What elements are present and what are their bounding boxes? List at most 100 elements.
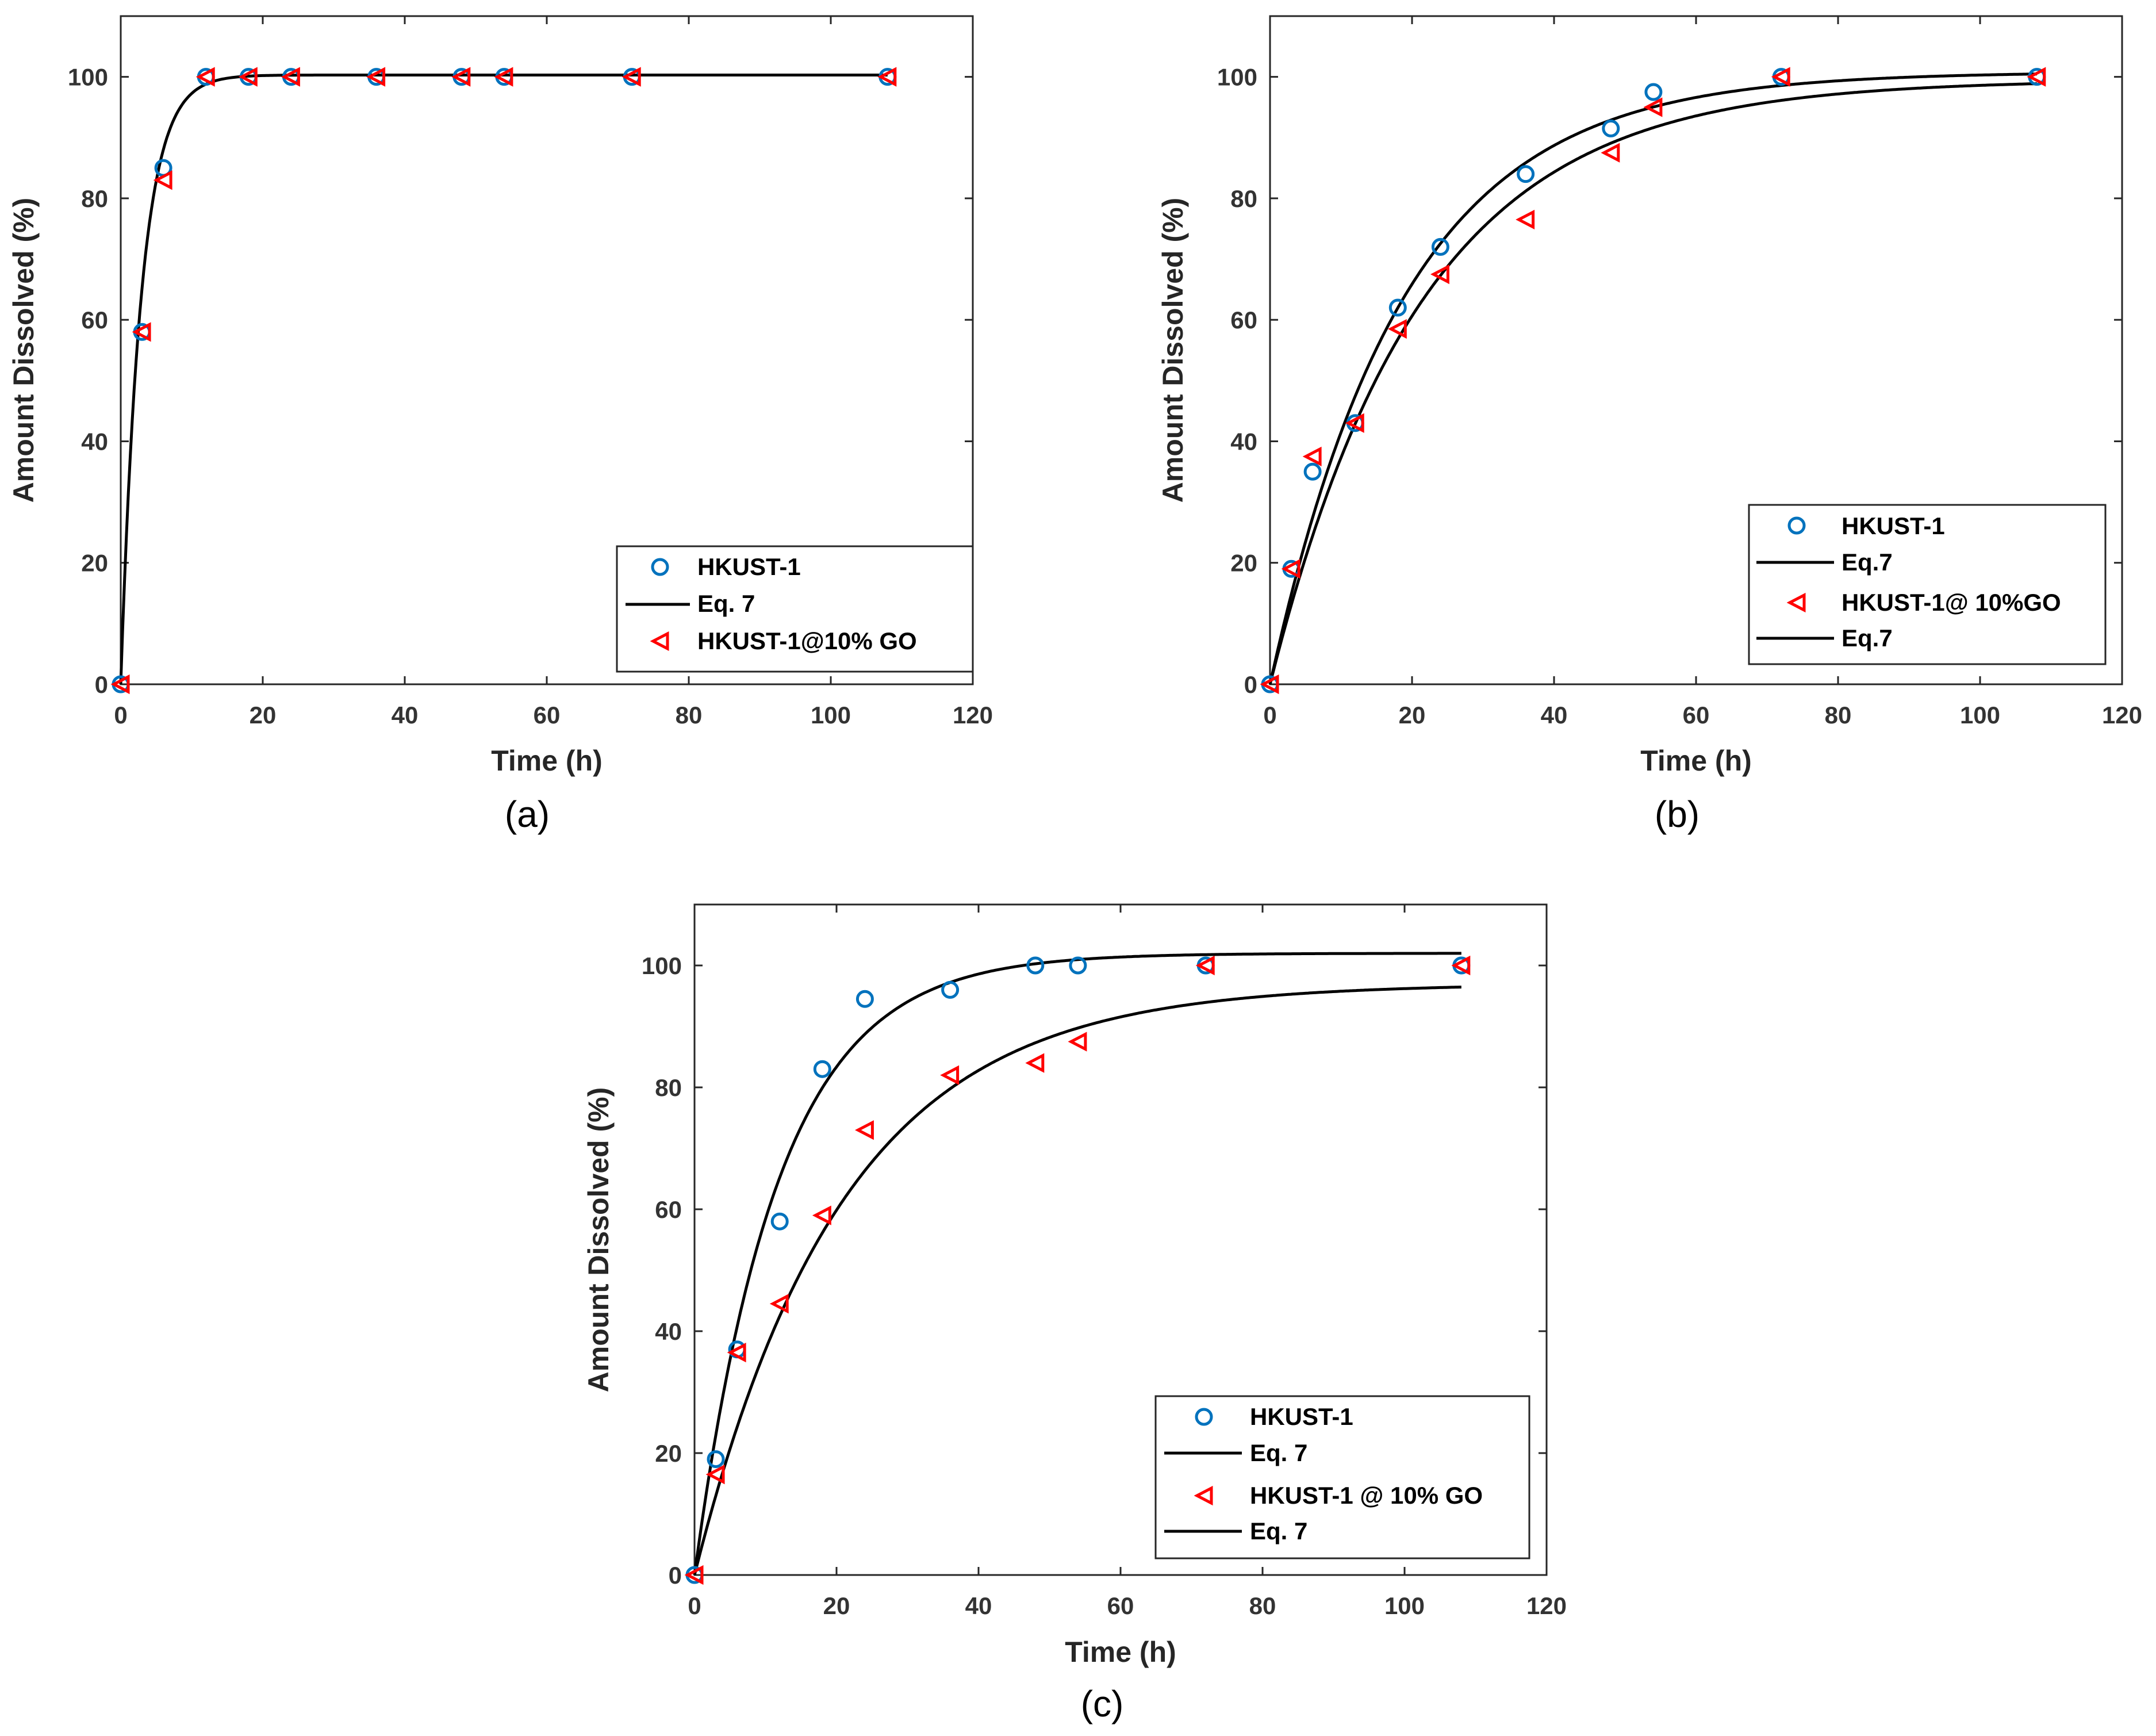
legend-label: Eq. 7: [1250, 1439, 1307, 1466]
legend-entry: HKUST-1: [1195, 1403, 1353, 1430]
go-data-point: [1387, 319, 1407, 339]
go-data-point: [769, 1294, 789, 1314]
legend-label: HKUST-1: [697, 553, 801, 580]
legend: HKUST-1 Eq. 7 HKUST-1 @ 10% GO Eq. 7: [1154, 1395, 1530, 1559]
x-axis-title: Time (h): [1640, 745, 1752, 777]
y-tick-label: 40: [655, 1318, 682, 1345]
legend-entry: Eq. 7: [626, 590, 755, 617]
legend-label: HKUST-1: [1842, 512, 1945, 539]
x-tick-label: 20: [250, 702, 277, 729]
legend-entry: HKUST-1: [1787, 512, 1945, 539]
x-tick-label: 80: [676, 702, 703, 729]
go-data-point: [1516, 209, 1535, 229]
left-triangle-marker-icon: [650, 631, 669, 652]
legend-entry: Eq.7: [1756, 549, 1893, 576]
legend-entry: Eq. 7: [1164, 1517, 1307, 1545]
x-tick-label: 100: [811, 702, 851, 729]
legend-label: Eq.7: [1842, 549, 1893, 576]
circle-marker-icon: [651, 558, 669, 576]
y-axis-title: Amount Dissolved (%): [7, 198, 40, 503]
x-tick-label: 120: [1526, 1592, 1567, 1619]
hkust-data-point: [770, 1212, 789, 1231]
legend-label: Eq. 7: [1250, 1517, 1307, 1545]
legend-label: HKUST-1: [1250, 1403, 1353, 1430]
x-tick-label: 120: [2102, 702, 2142, 729]
y-axis-title: Amount Dissolved (%): [1157, 198, 1189, 503]
go-data-point: [1771, 67, 1790, 87]
go-data-point: [2027, 67, 2046, 87]
go-data-point: [153, 170, 172, 190]
go-data-point: [1643, 97, 1663, 117]
go-data-point: [238, 67, 258, 87]
left-triangle-marker-icon: [1786, 592, 1806, 613]
go-data-point: [705, 1464, 725, 1485]
chart-panel-a: 0 20 40 60 80 100 120 0 20 40 60 80 100 Time (h) Amo…: [7, 15, 993, 835]
legend-box: [616, 545, 974, 673]
go-data-point: [1302, 446, 1322, 466]
x-tick-label: 100: [1384, 1592, 1425, 1619]
chart-panel-b: 0 20 40 60 80 100 120 0 20 40 60 80 100 Time (h) Amo…: [1157, 15, 2142, 835]
legend-label: HKUST-1@ 10%GO: [1842, 589, 2061, 616]
legend-entry: HKUST-1@ 10%GO: [1786, 589, 2061, 616]
x-axis-title: Time (h): [491, 745, 603, 777]
go-data-point: [854, 1120, 874, 1140]
fit-line-series: [1268, 72, 2037, 685]
hkust-data-point: [856, 990, 874, 1008]
legend: HKUST-1 Eq. 7 HKUST-1@10% GO: [616, 545, 974, 673]
go-data-point: [1260, 674, 1279, 695]
go-data-point: [451, 67, 471, 87]
x-tick-label: 0: [114, 702, 127, 729]
x-tick-label: 100: [1960, 702, 2000, 729]
x-tick-label: 40: [1541, 702, 1568, 729]
x-tick-label: 20: [1399, 702, 1426, 729]
x-tick-label: 80: [1249, 1592, 1276, 1619]
panel-label: (c): [1081, 1683, 1124, 1724]
legend-label: Eq.7: [1842, 624, 1893, 652]
go-data-point: [1281, 559, 1300, 579]
panel-label: (b): [1655, 794, 1700, 835]
fit-line-series: [1268, 82, 2037, 685]
left-triangle-marker-icon: [1194, 1485, 1213, 1506]
hkust-data-point: [1644, 83, 1663, 101]
y-tick-label: 80: [655, 1074, 682, 1101]
go-data-point: [812, 1205, 831, 1225]
fit-line-series: [693, 952, 1461, 1576]
chart-panel-c: 0 20 40 60 80 100 120 0 20 40 60 80 100 Time (h) Amo…: [582, 903, 1567, 1724]
go-data-point: [1025, 1053, 1045, 1073]
panel-label: (a): [505, 794, 550, 835]
y-tick-label: 80: [81, 185, 108, 212]
go-data-point: [132, 322, 151, 342]
circle-marker-icon: [1787, 516, 1806, 535]
go-data-point: [1451, 955, 1471, 976]
x-tick-label: 0: [688, 1592, 701, 1619]
legend-label: HKUST-1 @ 10% GO: [1250, 1482, 1483, 1509]
hkust-data-point: [1431, 237, 1449, 256]
x-tick-label: 120: [953, 702, 993, 729]
x-tick-label: 60: [534, 702, 561, 729]
y-tick-label: 60: [1230, 306, 1257, 334]
y-tick-label: 20: [655, 1440, 682, 1467]
hkust-data-point: [1303, 462, 1322, 481]
y-tick-label: 20: [1230, 550, 1257, 577]
hkust-data-point: [941, 980, 960, 999]
x-tick-label: 20: [823, 1592, 850, 1619]
x-tick-label: 0: [1263, 702, 1276, 729]
go-data-point: [1345, 413, 1364, 433]
go-data-point: [1195, 955, 1215, 976]
legend: HKUST-1 Eq.7 HKUST-1@ 10%GO Eq.7: [1748, 504, 2107, 665]
hkust-data-point: [813, 1060, 831, 1078]
hkust-data-point: [1388, 298, 1407, 317]
go-data-point: [940, 1065, 960, 1085]
go-data-point: [1430, 264, 1449, 285]
hkust-data-point: [1602, 119, 1620, 137]
hkust-data-point: [1026, 956, 1045, 975]
y-tick-label: 0: [669, 1562, 682, 1589]
go-data-point: [494, 67, 513, 87]
y-tick-label: 40: [81, 428, 108, 455]
y-axis-title: Amount Dissolved (%): [582, 1087, 615, 1393]
x-tick-label: 60: [1107, 1592, 1134, 1619]
plot-area-frame: [1269, 15, 2123, 685]
go-data-point: [684, 1565, 704, 1585]
go-data-point: [281, 67, 300, 87]
